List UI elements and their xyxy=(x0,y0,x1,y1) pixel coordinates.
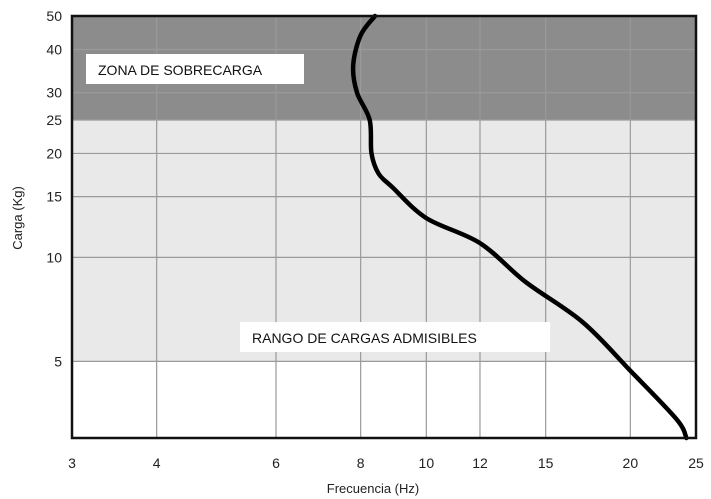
x-tick-label-6: 6 xyxy=(272,455,280,471)
overload-zone-label-box xyxy=(86,54,304,84)
admissible-range-region xyxy=(72,119,696,362)
ticks-layer: 3 4 6 8 10 12 15 20 25 5 10 15 20 25 30 40 50 xyxy=(46,8,704,471)
series-line-0 xyxy=(350,13,689,441)
y-tick-label-20: 20 xyxy=(46,145,62,161)
x-tick-label-20: 20 xyxy=(623,455,639,471)
y-tick-label-25: 25 xyxy=(46,112,62,128)
x-tick-label-4: 4 xyxy=(153,455,161,471)
y-tick-label-30: 30 xyxy=(46,85,62,101)
x-tick-label-10: 10 xyxy=(419,455,435,471)
x-tick-label-15: 15 xyxy=(538,455,554,471)
y-tick-label-10: 10 xyxy=(46,249,62,265)
y-tick-label-15: 15 xyxy=(46,189,62,205)
plot-frame xyxy=(70,14,698,440)
x-tick-label-25: 25 xyxy=(688,455,704,471)
y-tick-label-50: 50 xyxy=(46,8,62,24)
overload-zone-label: ZONA DE SOBRECARGA xyxy=(98,62,263,78)
region-labels-layer: RANGO DE CARGAS ADMISIBLES ZONA DE SOBREC… xyxy=(86,54,550,352)
regions-layer xyxy=(72,16,696,362)
y-tick-label-5: 5 xyxy=(54,353,62,369)
x-tick-label-3: 3 xyxy=(68,455,76,471)
x-axis-title: Frecuencia (Hz) xyxy=(327,481,419,496)
x-tick-label-12: 12 xyxy=(472,455,488,471)
series-layer xyxy=(70,13,698,441)
y-tick-label-40: 40 xyxy=(46,41,62,57)
y-axis-title: Carga (Kg) xyxy=(10,186,25,250)
admissible-range-label: RANGO DE CARGAS ADMISIBLES xyxy=(252,330,477,346)
admissible-range-label-box xyxy=(240,322,550,352)
x-tick-label-8: 8 xyxy=(357,455,365,471)
